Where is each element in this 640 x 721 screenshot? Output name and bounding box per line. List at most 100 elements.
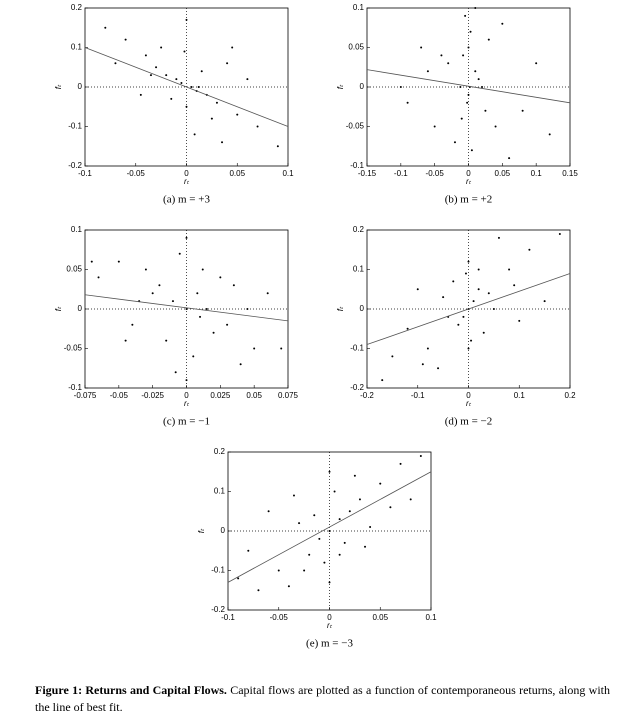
- data-point: [442, 296, 445, 299]
- data-point: [185, 308, 188, 310]
- data-point: [171, 300, 174, 303]
- figure-caption: Figure 1: Returns and Capital Flows. Cap…: [35, 682, 610, 716]
- data-point: [467, 260, 470, 263]
- data-point: [221, 141, 224, 144]
- data-point: [313, 514, 316, 517]
- x-tick-label: 0.1: [531, 169, 543, 178]
- data-point: [196, 292, 199, 295]
- y-tick-label: 0.2: [71, 3, 83, 12]
- data-point: [518, 319, 521, 322]
- y-tick-label: -0.05: [64, 344, 83, 353]
- figure: -0.1 -0.05 0 0.05 0.1-0.2-0.100.10.2rₜfₜ(a) …: [54, 3, 578, 649]
- data-point: [501, 22, 504, 25]
- data-point: [210, 117, 213, 120]
- data-point: [239, 363, 242, 366]
- data-point: [482, 331, 485, 334]
- x-tick-label: 0.2: [564, 391, 576, 400]
- fit-line: [366, 69, 571, 104]
- data-point: [338, 518, 341, 521]
- data-point: [124, 38, 127, 41]
- data-point: [416, 288, 419, 291]
- x-tick-label: 0.1: [514, 391, 526, 400]
- panel-caption: (d) m = −2: [445, 416, 493, 428]
- data-point: [464, 272, 467, 275]
- data-point: [308, 553, 311, 556]
- fit-line: [366, 273, 571, 345]
- data-point: [409, 498, 412, 501]
- data-point: [236, 113, 239, 116]
- data-point: [513, 284, 516, 287]
- y-tick-label: 0.2: [353, 225, 365, 234]
- data-point: [543, 300, 546, 303]
- panel: -0.075 -0.05 -0.025 0 0.025 0.05 0.075 -0.1 -0.0…: [54, 225, 298, 427]
- data-point: [487, 292, 490, 295]
- data-point: [160, 46, 163, 49]
- data-point: [267, 510, 270, 513]
- data-point: [406, 101, 409, 104]
- data-point: [256, 125, 259, 128]
- y-tick-label: 0.1: [71, 225, 83, 234]
- data-point: [231, 46, 234, 49]
- data-point: [178, 252, 181, 255]
- data-point: [144, 54, 147, 57]
- data-point: [338, 553, 341, 556]
- data-point: [199, 315, 202, 318]
- fit-line: [84, 294, 289, 322]
- x-tick-label: 0.025: [210, 391, 231, 400]
- data-point: [484, 109, 487, 112]
- data-point: [457, 323, 460, 326]
- data-point: [253, 347, 256, 350]
- y-tick-label: -0.2: [211, 605, 225, 614]
- data-point: [477, 288, 480, 291]
- data-point: [280, 347, 283, 350]
- panel-caption: (a) m = +3: [163, 194, 210, 206]
- panel-caption: (b) m = +2: [445, 194, 493, 206]
- data-point: [508, 157, 511, 160]
- x-axis-label: rₜ: [184, 399, 190, 408]
- data-point: [131, 323, 134, 326]
- data-point: [462, 54, 465, 57]
- data-point: [389, 506, 392, 509]
- data-point: [364, 545, 367, 548]
- fit-line: [84, 47, 289, 127]
- x-tick-label: 0.1: [282, 169, 294, 178]
- x-tick-label: -0.2: [360, 391, 374, 400]
- y-tick-label: 0: [360, 82, 365, 91]
- y-tick-label: -0.2: [68, 161, 82, 170]
- data-point: [155, 66, 158, 69]
- y-tick-label: 0.1: [214, 487, 226, 496]
- fit-line: [227, 471, 432, 583]
- y-tick-label: -0.1: [68, 383, 82, 392]
- data-point: [535, 62, 538, 65]
- data-point: [180, 82, 183, 85]
- data-point: [151, 292, 154, 295]
- x-axis-label: rₜ: [466, 399, 472, 408]
- data-point: [124, 339, 127, 342]
- data-point: [470, 339, 473, 342]
- data-point: [139, 93, 142, 96]
- data-point: [459, 86, 462, 88]
- data-point: [558, 232, 561, 235]
- data-point: [497, 236, 500, 239]
- data-point: [318, 537, 321, 540]
- data-point: [200, 70, 203, 73]
- data-point: [343, 541, 346, 544]
- data-point: [421, 363, 424, 366]
- data-point: [467, 93, 470, 96]
- panel: -0.1 -0.05 0 0.05 0.1-0.2-0.100.10.2rₜfₜ(e) …: [197, 447, 437, 649]
- x-tick-label: 0.05: [372, 613, 388, 622]
- data-point: [508, 268, 511, 271]
- data-point: [492, 308, 495, 310]
- data-point: [494, 125, 497, 128]
- x-tick-label: -0.05: [127, 169, 146, 178]
- data-point: [474, 70, 477, 73]
- data-point: [287, 585, 290, 588]
- panel-caption: (e) m = −3: [306, 638, 353, 650]
- x-tick-label: 0.15: [562, 169, 578, 178]
- y-tick-label: 0.2: [214, 447, 226, 456]
- y-axis-label: fₜ: [336, 306, 345, 311]
- data-point: [114, 62, 117, 65]
- caption-label: Figure 1: Returns and Capital Flows.: [35, 683, 227, 697]
- y-tick-label: 0.1: [353, 3, 365, 12]
- data-point: [175, 78, 178, 81]
